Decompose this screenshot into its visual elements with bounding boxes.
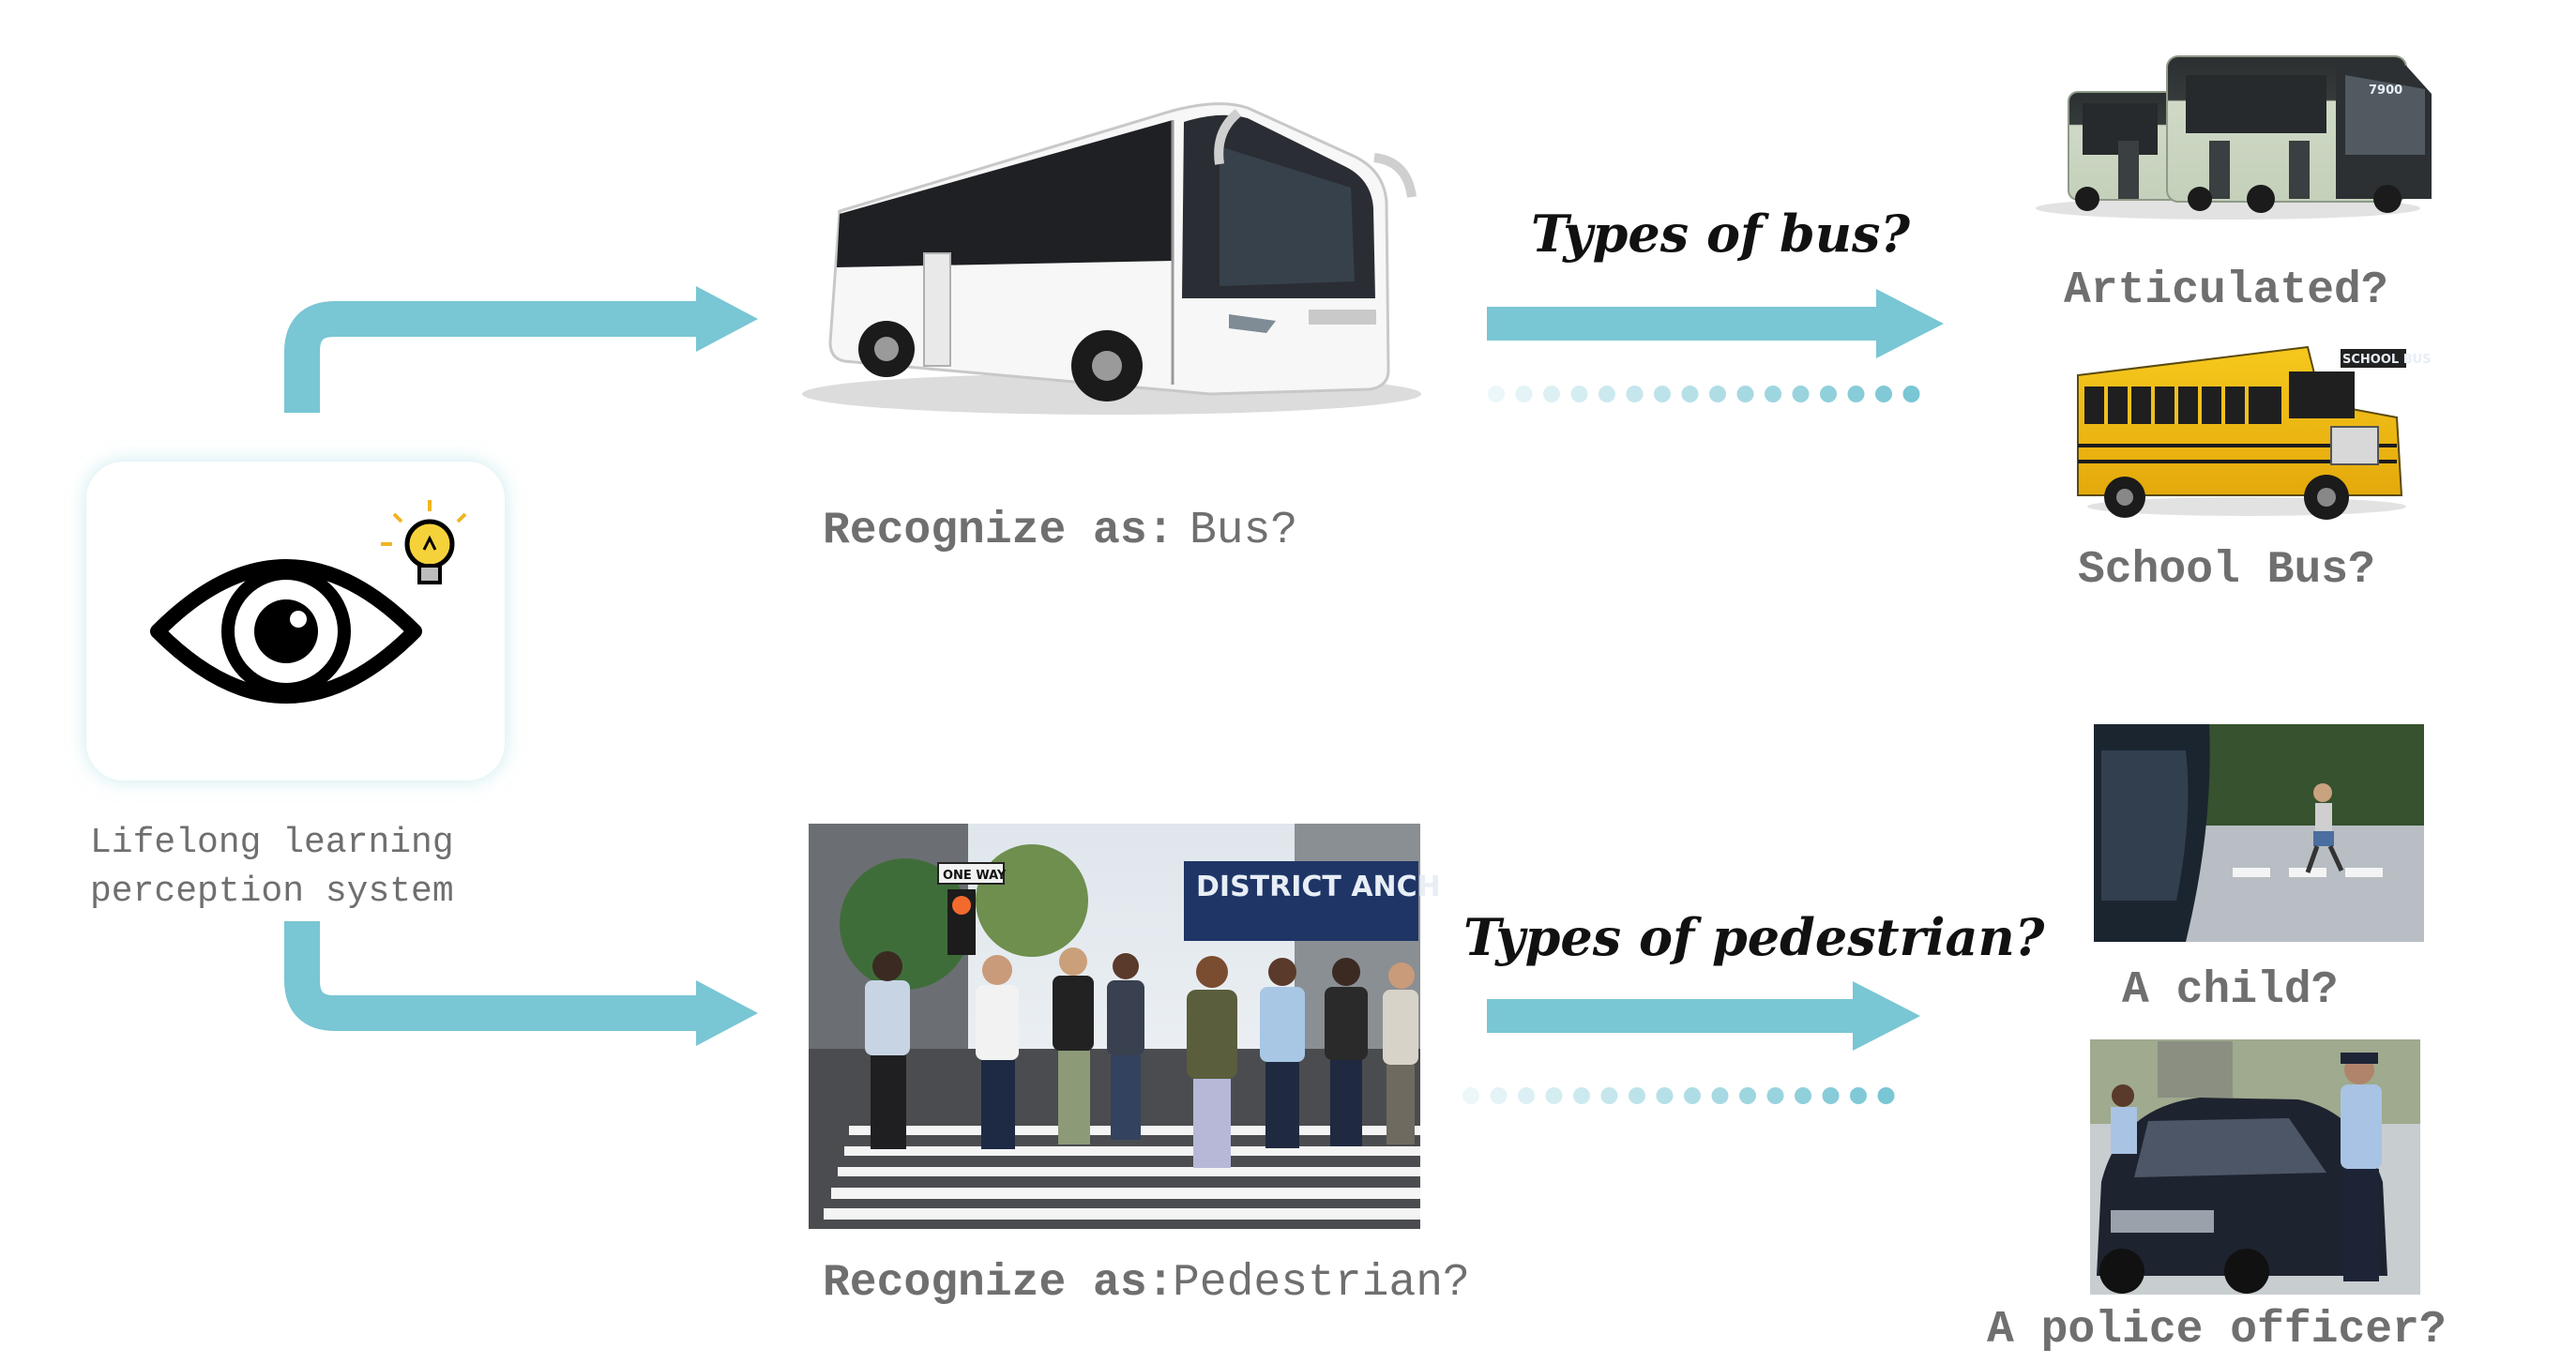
trail-dot: [1599, 386, 1615, 402]
system-label-line1: Lifelong learning: [90, 823, 454, 863]
bus-recognize-prefix: Recognize as:: [823, 506, 1174, 556]
subtype-school-bus: School Bus?: [2078, 545, 2375, 596]
arrow-to-pedestrian: [284, 921, 699, 1031]
trail-dot: [1629, 1087, 1645, 1104]
trail-dot: [1765, 386, 1781, 402]
trail-dot: [1654, 386, 1671, 402]
bus-recognize-value: Bus?: [1190, 506, 1297, 556]
trail-dot: [1877, 1087, 1895, 1104]
articulated-bus-image: 7900: [2036, 55, 2432, 220]
street-sign: ONE WAY: [943, 869, 1007, 883]
bus-question: Types of bus?: [1531, 204, 1911, 264]
trail-dot: [1850, 1087, 1867, 1104]
connector-arrows: [284, 286, 758, 1046]
lightbulb-icon: [381, 500, 467, 584]
trail-dot: [1795, 1087, 1811, 1104]
child-image: [2094, 724, 2424, 942]
trail-dot: [1490, 1087, 1508, 1104]
trail-dot: [1570, 386, 1588, 402]
bus-question-arrow: [1487, 307, 1881, 341]
trail-dot: [1792, 386, 1810, 402]
pedestrian-question-arrow: [1487, 999, 1857, 1033]
trail-dot: [1736, 386, 1754, 402]
trail-dot: [1488, 386, 1505, 402]
bus-question-arrow-head: [1876, 289, 1944, 358]
trail-dot: [1875, 386, 1892, 402]
bus-dotted-trail: [1488, 386, 1920, 402]
arrow-to-bus: [284, 301, 699, 413]
pedestrian-dotted-trail: [1462, 1087, 1895, 1104]
trail-dot: [1656, 1087, 1674, 1104]
trail-dot: [1902, 386, 1920, 402]
trail-dot: [1766, 1087, 1784, 1104]
school-bus-sign: SCHOOL BUS: [2342, 353, 2432, 367]
trail-dot: [1739, 1087, 1756, 1104]
trail-dot: [1600, 1087, 1618, 1104]
system-label-line2: perception system: [90, 871, 454, 912]
subtype-police-officer: A police officer?: [1987, 1305, 2447, 1356]
arrow-to-pedestrian-head: [696, 980, 758, 1046]
pedestrian-recognize-value: Pedestrian?: [1173, 1258, 1470, 1309]
subtype-child: A child?: [2122, 965, 2338, 1016]
coach-bus-image: [802, 102, 1421, 415]
trail-dot: [1709, 386, 1726, 402]
trail-dot: [1543, 386, 1560, 402]
trail-dot: [1684, 1087, 1701, 1104]
trail-dot: [1545, 1087, 1563, 1104]
electric-bus-number: 7900: [2369, 83, 2402, 98]
pedestrian-question-arrow-head: [1853, 981, 1920, 1051]
trail-dot: [1681, 386, 1699, 402]
trail-dot: [1822, 1087, 1840, 1104]
pedestrian-crowd: [865, 947, 1418, 1168]
police-officer-image: [2090, 1039, 2420, 1295]
arrow-to-bus-head: [696, 286, 758, 352]
pedestrian-recognize-prefix: Recognize as:: [823, 1258, 1174, 1309]
subtype-articulated: Articulated?: [2064, 265, 2388, 316]
storefront-sign: DISTRICT ANCH: [1196, 871, 1441, 903]
trail-dot: [1820, 386, 1837, 402]
trail-dot: [1515, 386, 1533, 402]
eye-icon: [150, 559, 422, 704]
pedestrian-question: Types of pedestrian?: [1463, 907, 2046, 967]
trail-dot: [1573, 1087, 1590, 1104]
trail-dot: [1626, 386, 1644, 402]
trail-dot: [1711, 1087, 1729, 1104]
school-bus-image: SCHOOL BUS: [2077, 345, 2432, 520]
trail-dot: [1462, 1087, 1479, 1104]
perception-system: Lifelong learning perception system: [86, 462, 505, 912]
pedestrian-crosswalk-image: DISTRICT ANCH ONE WAY: [809, 824, 1441, 1229]
trail-dot: [1847, 386, 1865, 402]
trail-dot: [1518, 1087, 1535, 1104]
